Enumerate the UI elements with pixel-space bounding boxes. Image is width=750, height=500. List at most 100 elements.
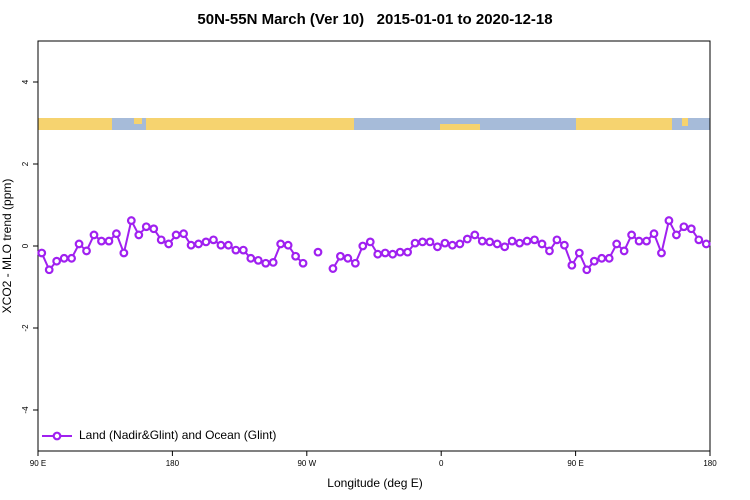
x-tick-label: 180 <box>703 459 717 468</box>
data-point <box>253 255 263 265</box>
y-tick-label: -4 <box>21 406 30 414</box>
data-point <box>134 230 144 240</box>
data-point <box>701 239 711 249</box>
data-point <box>119 248 129 258</box>
data-point <box>276 239 286 249</box>
data-point <box>515 238 524 248</box>
data-point <box>186 240 196 250</box>
data-point <box>604 253 614 263</box>
data-point <box>373 249 383 259</box>
data-point <box>89 230 99 240</box>
data-point <box>179 229 189 239</box>
data-point <box>171 230 181 240</box>
data-point <box>448 240 457 250</box>
data-point <box>209 235 218 245</box>
data-point <box>358 241 368 251</box>
data-point <box>283 240 293 250</box>
land-band <box>38 118 112 130</box>
data-point <box>612 239 622 249</box>
data-point <box>485 237 495 247</box>
data-point <box>462 234 472 244</box>
data-point <box>537 239 547 249</box>
data-point <box>395 247 405 257</box>
data-point <box>500 242 510 252</box>
data-point <box>470 230 480 240</box>
data-point <box>560 240 569 250</box>
data-point <box>664 216 674 225</box>
data-point <box>246 253 256 263</box>
data-point <box>492 239 502 249</box>
data-point <box>597 253 607 263</box>
data-point <box>111 229 121 239</box>
land-band <box>682 118 688 126</box>
data-point <box>425 237 435 247</box>
chart-title: 50N-55N March (Ver 10) 2015-01-01 to 202… <box>197 11 552 28</box>
y-tick-label: 2 <box>21 161 30 166</box>
data-point <box>149 224 159 234</box>
data-point <box>455 239 465 249</box>
x-tick-label: 180 <box>166 459 180 468</box>
data-point <box>388 249 398 259</box>
data-point <box>313 247 323 257</box>
data-point <box>582 265 592 275</box>
data-point <box>164 239 174 249</box>
y-tick-label: 0 <box>21 243 30 248</box>
land-ocean-band <box>38 118 710 130</box>
land-band <box>146 118 354 130</box>
data-point <box>59 253 69 263</box>
legend-label: Land (Nadir&Glint) and Ocean (Glint) <box>79 428 276 442</box>
data-point <box>343 253 353 263</box>
data-point <box>380 248 390 258</box>
data-point <box>694 235 704 245</box>
data-point <box>574 248 584 258</box>
data-point <box>97 236 106 246</box>
data-point <box>403 247 413 257</box>
data-point <box>223 240 233 250</box>
data-point <box>126 216 136 225</box>
data-point <box>627 230 636 240</box>
data-point <box>545 246 554 256</box>
data-point <box>433 242 442 252</box>
data-point <box>141 222 151 232</box>
data-point <box>440 238 450 248</box>
data-point <box>522 236 532 246</box>
data-point <box>328 264 338 273</box>
data-point <box>194 239 203 249</box>
data-point <box>67 253 76 263</box>
data-point <box>642 236 651 246</box>
data-point <box>104 236 114 246</box>
data-point <box>634 236 644 246</box>
data-point <box>201 237 211 247</box>
data-point <box>336 251 345 261</box>
data-point <box>552 235 562 245</box>
x-tick-label: 90 E <box>567 459 583 468</box>
data-point <box>261 258 271 268</box>
y-axis-label: XCO2 - MLO trend (ppm) <box>0 179 14 314</box>
data-point <box>238 245 248 255</box>
data-point <box>37 248 47 258</box>
plot-frame <box>37 40 711 452</box>
data-point <box>507 236 517 246</box>
data-point <box>268 258 278 267</box>
data-point <box>298 258 308 268</box>
legend: Land (Nadir&Glint) and Ocean (Glint) <box>42 428 276 442</box>
data-point <box>291 251 301 261</box>
y-tick-label: 4 <box>21 79 30 84</box>
land-band <box>134 118 142 124</box>
data-point <box>589 256 599 266</box>
x-tick-label: 90 E <box>30 459 46 468</box>
data-point <box>365 237 375 247</box>
data-point <box>679 222 689 232</box>
data-point <box>649 229 659 239</box>
data-point <box>686 224 696 234</box>
land-band <box>576 118 672 130</box>
data-point <box>410 238 420 248</box>
y-tick-label: -2 <box>21 324 30 332</box>
data-point <box>216 240 226 250</box>
land-band <box>440 124 480 130</box>
data-point <box>477 236 487 246</box>
data-point <box>156 235 166 245</box>
x-tick-label: 90 W <box>297 459 316 468</box>
data-point <box>657 248 666 258</box>
